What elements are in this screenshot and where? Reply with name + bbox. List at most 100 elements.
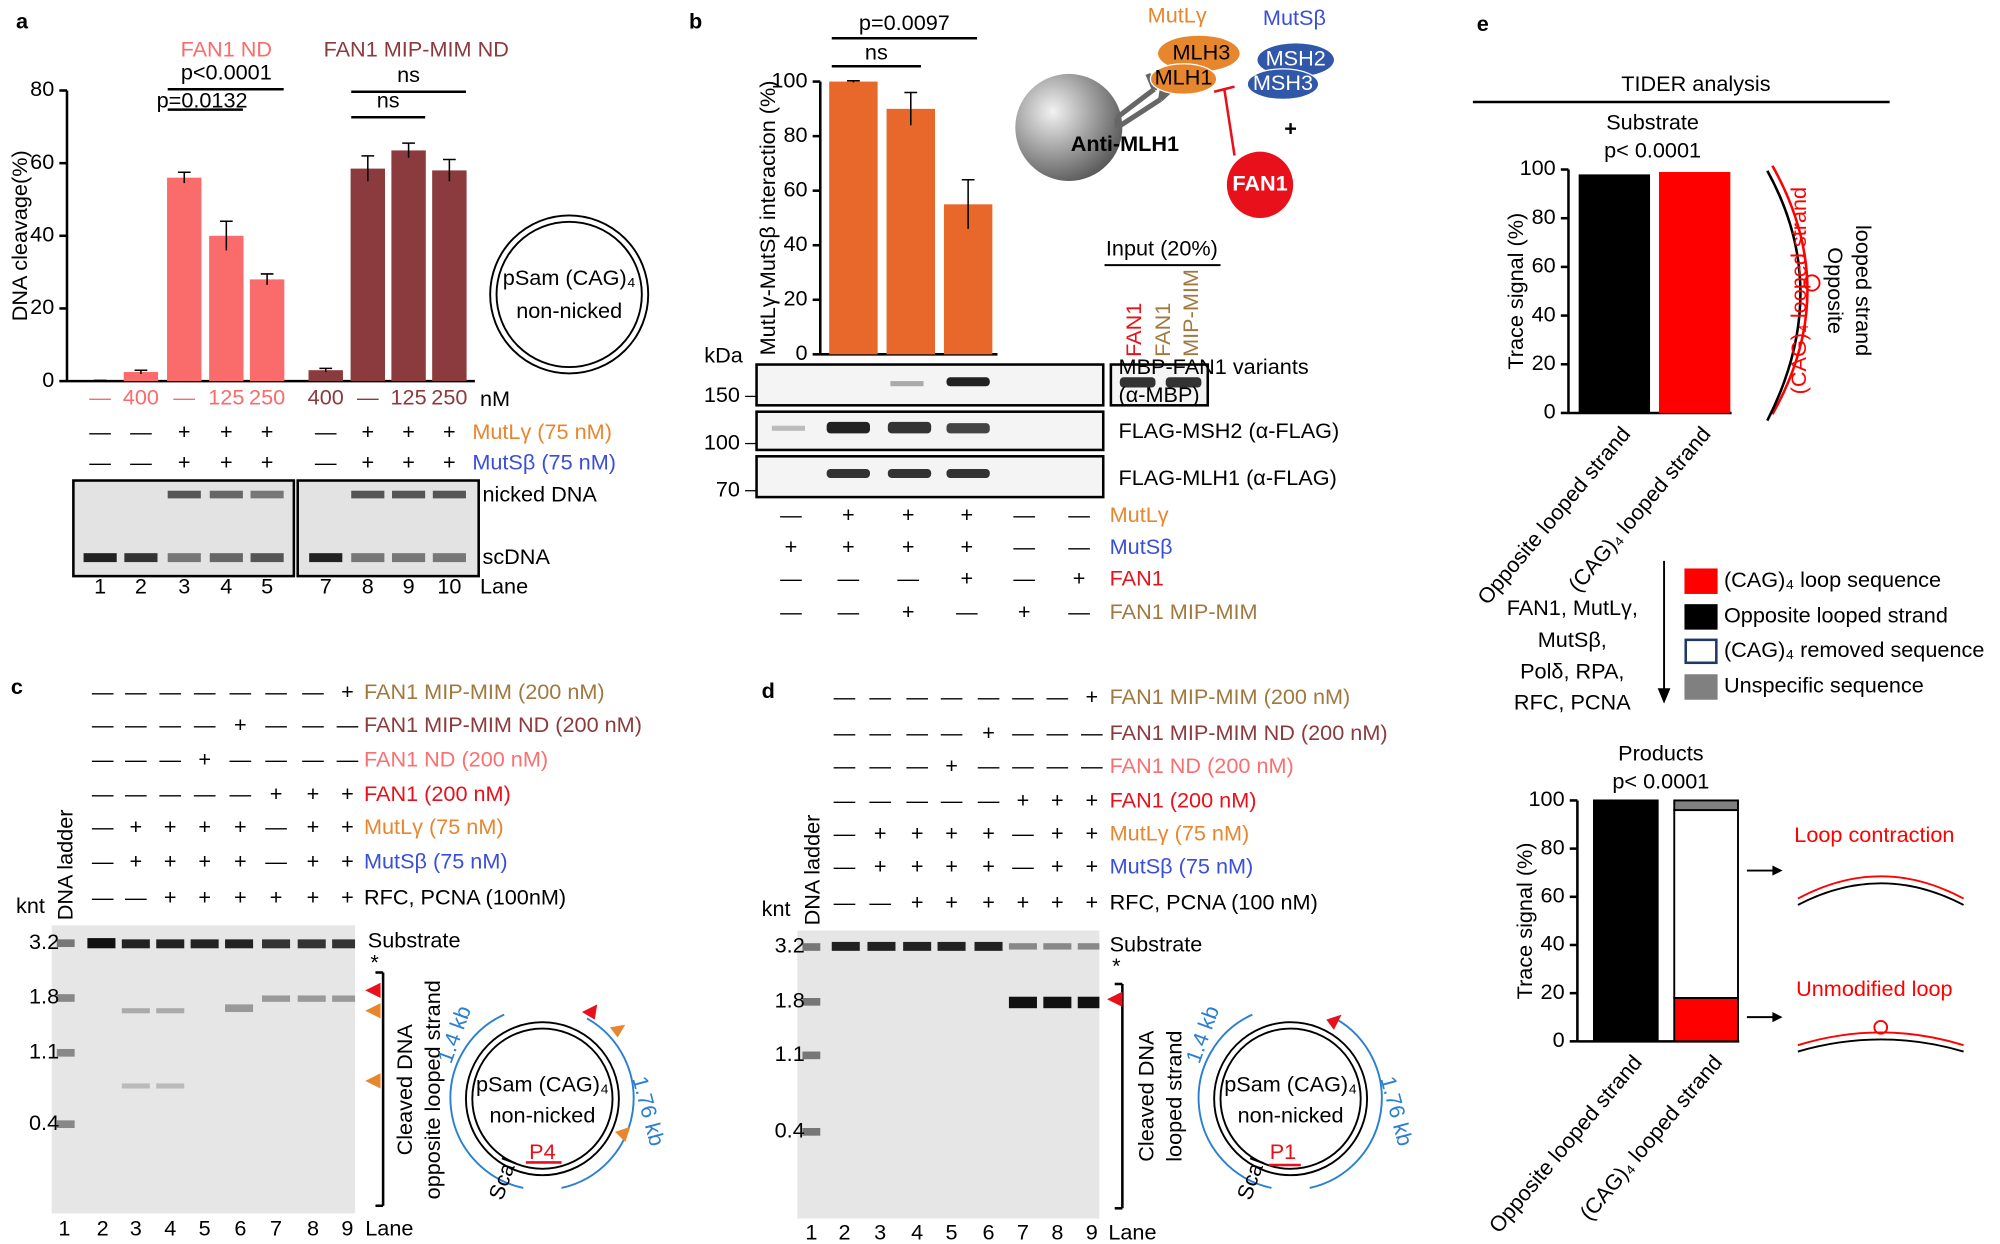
condition-mark: — [1012, 684, 1034, 709]
gel-a [72, 479, 480, 578]
condition-label: FAN1 MIP-MIM ND (200 nM) [364, 712, 642, 737]
significance-label: ns [377, 88, 400, 113]
condition-mark: + [1085, 821, 1098, 846]
primer-label: P4 [529, 1139, 556, 1164]
condition-mark: — [302, 712, 324, 737]
lane-number: 1 [805, 1220, 817, 1244]
condition-label: MutLγ (75 nM) [1110, 821, 1250, 846]
bar [167, 177, 202, 382]
error-bar [134, 369, 148, 374]
lane-title: Lane [1108, 1220, 1156, 1244]
lane-number: 1 [58, 1216, 70, 1241]
condition-mark: — [125, 712, 147, 737]
condition-mark: + [945, 753, 958, 778]
condition-mark: — [906, 787, 928, 812]
plasmid-a [489, 214, 650, 375]
condition-mark: — [92, 747, 114, 772]
condition-mark: + [307, 781, 320, 806]
condition-mark: + [307, 814, 320, 839]
legend-label: (CAG)₄ loop sequence [1724, 567, 1941, 592]
diagram-label: Anti-MLH1 [1071, 131, 1179, 156]
condition-mark: — [1013, 566, 1035, 591]
lane-title: Lane [480, 573, 528, 598]
outcome-label: Unmodified loop [1796, 976, 1953, 1001]
lane-number: 5 [946, 1220, 958, 1244]
gel-d [797, 930, 1124, 1219]
condition-mark: + [1051, 787, 1064, 812]
condition-mark: — [834, 854, 856, 879]
lane-number: 4 [164, 1216, 176, 1241]
asterisk: * [370, 949, 379, 974]
condition-mark: + [261, 450, 274, 475]
bracket-label: opposite looped strand [420, 980, 445, 1199]
plasmid-label: pSam (CAG)₄ [1224, 1072, 1357, 1097]
marker-label: 70 [716, 476, 740, 501]
condition-mark: + [307, 884, 320, 909]
marker-label: 100 [704, 429, 740, 454]
condition-mark: — [125, 884, 147, 909]
chart-title: Substrate [1606, 109, 1699, 134]
condition-mark: + [341, 781, 354, 806]
lane-number: 7 [270, 1216, 282, 1241]
y-tick-label: 20 [1541, 979, 1565, 1004]
condition-mark: — [92, 884, 114, 909]
condition-mark: + [341, 814, 354, 839]
condition-mark: + [261, 419, 274, 444]
condition-mark: + [270, 884, 283, 909]
condition-mark: + [874, 821, 887, 846]
condition-mark: + [785, 534, 798, 559]
condition-mark: + [945, 854, 958, 879]
error-bar [361, 155, 375, 182]
lane-number: 6 [983, 1220, 995, 1244]
lane-number: 8 [362, 573, 374, 598]
lane-number: 6 [234, 1216, 246, 1241]
condition-mark: + [842, 502, 855, 527]
condition-mark: — [230, 781, 252, 806]
ladder-label: DNA ladder [800, 815, 825, 926]
y-tick-label: 0 [1544, 399, 1556, 424]
condition-mark: + [1085, 854, 1098, 879]
y-tick-label: 40 [783, 231, 807, 256]
condition-mark: — [265, 849, 287, 874]
condition-mark: — [978, 684, 1000, 709]
condition-label: FAN1 ND (200 nM) [364, 747, 548, 772]
condition-mark: — [869, 684, 891, 709]
condition-mark: — [1013, 534, 1035, 559]
error-bar [443, 158, 456, 182]
bracket-label: Cleaved DNA [392, 1024, 417, 1156]
condition-mark: + [1051, 821, 1064, 846]
legend-label: (CAG)₄ removed sequence [1724, 637, 1984, 662]
x-tick-label: — [173, 385, 195, 410]
condition-mark: + [361, 419, 374, 444]
condition-mark: — [265, 712, 287, 737]
diagram-label: MSH3 [1253, 70, 1313, 95]
significance-label: p=0.0097 [859, 10, 950, 35]
x-tick-label: 125 [391, 385, 427, 410]
condition-mark: + [1051, 889, 1064, 914]
plasmid-label: non-nicked [489, 1102, 595, 1127]
strand-label: Opposite [1823, 247, 1848, 334]
condition-mark: + [220, 419, 233, 444]
bar-segment [1673, 799, 1739, 812]
error-bar [319, 367, 333, 373]
panel-e-decor [1472, 100, 1965, 1053]
error-bar [402, 142, 415, 158]
condition-mark: + [402, 450, 415, 475]
condition-mark: + [902, 502, 915, 527]
input-label: Input (20%) [1106, 236, 1218, 261]
lane-number: 4 [220, 573, 232, 598]
y-axis-label: DNA cleavage(%) [7, 150, 32, 321]
y-tick-label: 60 [1532, 253, 1556, 278]
chart-subtitle: p< 0.0001 [1604, 137, 1701, 162]
ladder-label: DNA ladder [53, 810, 78, 921]
condition-mark: — [869, 720, 891, 745]
condition-mark: — [837, 566, 859, 591]
condition-mark: — [780, 599, 802, 624]
condition-mark: + [307, 849, 320, 874]
group-label: FAN1 MIP-MIM ND [324, 37, 509, 62]
condition-mark: — [125, 679, 147, 704]
y-tick-label: 60 [30, 149, 54, 174]
condition-label: FAN1 [1110, 566, 1164, 591]
legend-swatch [1684, 638, 1718, 665]
condition-mark: — [897, 566, 919, 591]
